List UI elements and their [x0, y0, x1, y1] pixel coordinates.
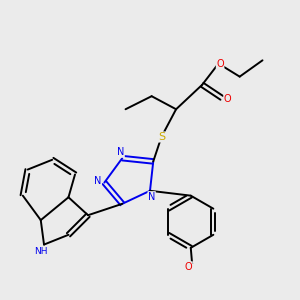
- Text: NH: NH: [34, 247, 47, 256]
- Text: N: N: [148, 192, 155, 202]
- Text: O: O: [224, 94, 231, 104]
- Text: S: S: [158, 132, 165, 142]
- Text: O: O: [185, 262, 192, 272]
- Text: N: N: [117, 147, 124, 157]
- Text: N: N: [94, 176, 101, 186]
- Text: O: O: [216, 58, 224, 69]
